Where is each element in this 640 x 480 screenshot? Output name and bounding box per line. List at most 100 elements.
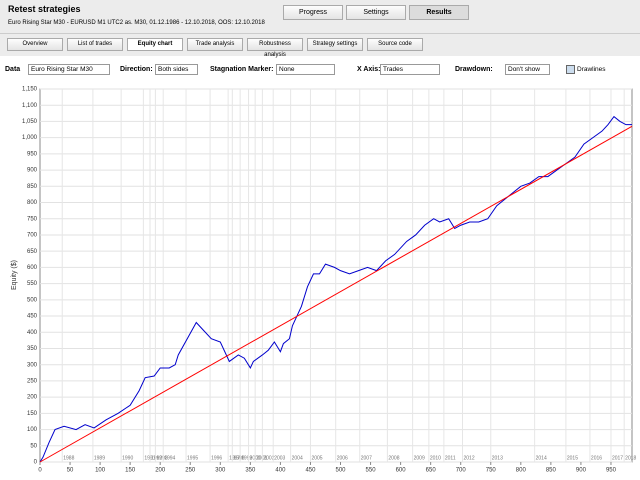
y-tick-label: 0 — [34, 460, 38, 466]
dropdown[interactable]: Both sides — [155, 64, 198, 75]
top-button[interactable]: Progress — [283, 5, 343, 20]
year-label: 2013 — [492, 455, 503, 461]
year-label: 2005 — [311, 455, 322, 461]
x-tick-label: 500 — [335, 468, 346, 474]
dropdown[interactable]: Euro Rising Star M30 — [28, 64, 110, 75]
y-tick-label: 950 — [27, 151, 38, 157]
y-tick-label: 600 — [27, 265, 38, 271]
year-label: 2002 — [263, 455, 274, 461]
y-tick-label: 400 — [27, 330, 38, 336]
x-tick-label: 550 — [366, 468, 377, 474]
x-tick-label: 100 — [95, 468, 106, 474]
year-label: 2012 — [464, 455, 475, 461]
year-label: 1996 — [211, 455, 222, 461]
y-tick-label: 1,050 — [22, 119, 38, 125]
x-tick-label: 200 — [155, 468, 166, 474]
checkbox-label: Drawlines — [577, 66, 606, 73]
y-tick-label: 900 — [27, 168, 38, 174]
control-label: Stagnation Marker: — [210, 66, 274, 73]
year-label: 2008 — [388, 455, 399, 461]
x-tick-label: 400 — [275, 468, 286, 474]
divider — [0, 33, 640, 34]
dropdown[interactable]: Don't show — [505, 64, 550, 75]
tab[interactable]: Equity chart — [127, 38, 183, 51]
year-label: 2010 — [430, 455, 441, 461]
y-tick-label: 150 — [27, 411, 38, 417]
y-tick-label: 650 — [27, 249, 38, 255]
control-label: X Axis: — [357, 66, 381, 73]
y-tick-label: 800 — [27, 200, 38, 206]
x-tick-label: 850 — [546, 468, 557, 474]
year-label: 1988 — [63, 455, 74, 461]
y-tick-label: 300 — [27, 362, 38, 368]
y-tick-label: 350 — [27, 346, 38, 352]
year-label: 2017 — [612, 455, 623, 461]
year-label: 1997 — [229, 455, 240, 461]
year-label: 1995 — [187, 455, 198, 461]
x-tick-label: 950 — [606, 468, 617, 474]
x-tick-label: 650 — [426, 468, 437, 474]
checkbox[interactable] — [566, 65, 575, 74]
control-label: Direction: — [120, 66, 153, 73]
year-label: 2014 — [536, 455, 547, 461]
control-label: Data — [5, 66, 21, 73]
window-title: Retest strategies — [8, 4, 81, 14]
x-tick-label: 50 — [67, 468, 74, 474]
year-label: 2018 — [625, 455, 636, 461]
year-label: 1992 — [151, 455, 162, 461]
y-tick-label: 100 — [27, 427, 38, 433]
y-tick-label: 750 — [27, 216, 38, 222]
year-label: 1990 — [122, 455, 133, 461]
series-line — [39, 125, 633, 463]
y-tick-label: 1,100 — [22, 103, 38, 109]
tab[interactable]: List of trades — [67, 38, 123, 51]
year-label: 1999 — [241, 455, 252, 461]
x-tick-label: 250 — [185, 468, 196, 474]
y-tick-label: 550 — [27, 281, 38, 287]
year-label: 1993 — [156, 455, 167, 461]
dropdown[interactable]: Trades — [380, 64, 440, 75]
tab[interactable]: Strategy settings — [307, 38, 363, 51]
year-label: 2006 — [337, 455, 348, 461]
year-label: 2009 — [414, 455, 425, 461]
x-tick-label: 150 — [125, 468, 136, 474]
y-tick-label: 850 — [27, 184, 38, 190]
year-label: 2003 — [274, 455, 285, 461]
year-label: 1994 — [164, 455, 175, 461]
y-tick-label: 1,000 — [22, 135, 38, 141]
subtitle: Euro Rising Star M30 - EURUSD M1 UTC2 as… — [8, 20, 265, 26]
control-label: Drawdown: — [455, 66, 493, 73]
tab[interactable]: Source code — [367, 38, 423, 51]
year-label: 1989 — [94, 455, 105, 461]
x-tick-label: 450 — [305, 468, 316, 474]
tab[interactable]: Trade analysis — [187, 38, 243, 51]
x-tick-label: 800 — [516, 468, 527, 474]
top-button[interactable]: Results — [409, 5, 469, 20]
year-label: 1998 — [233, 455, 244, 461]
year-label: 2015 — [567, 455, 578, 461]
x-tick-label: 300 — [215, 468, 226, 474]
y-tick-label: 50 — [30, 443, 37, 449]
year-label: 2007 — [361, 455, 372, 461]
x-tick-label: 900 — [576, 468, 587, 474]
year-label: 2016 — [591, 455, 602, 461]
dropdown[interactable]: None — [276, 64, 335, 75]
y-tick-label: 1,150 — [22, 87, 38, 93]
y-tick-label: 200 — [27, 395, 38, 401]
x-tick-label: 0 — [38, 468, 42, 474]
y-tick-label: 450 — [27, 314, 38, 320]
year-label: 2004 — [292, 455, 303, 461]
tab[interactable]: Robustness analysis — [247, 38, 303, 58]
year-label: 2011 — [445, 455, 456, 461]
y-tick-label: 700 — [27, 233, 38, 239]
series-line — [39, 115, 632, 463]
y-axis-label: Equity ($) — [11, 260, 18, 290]
x-tick-label: 350 — [245, 468, 256, 474]
tab[interactable]: Overview — [7, 38, 63, 51]
y-tick-label: 250 — [27, 378, 38, 384]
x-tick-label: 700 — [456, 468, 467, 474]
top-button[interactable]: Settings — [346, 5, 406, 20]
x-tick-label: 600 — [396, 468, 407, 474]
